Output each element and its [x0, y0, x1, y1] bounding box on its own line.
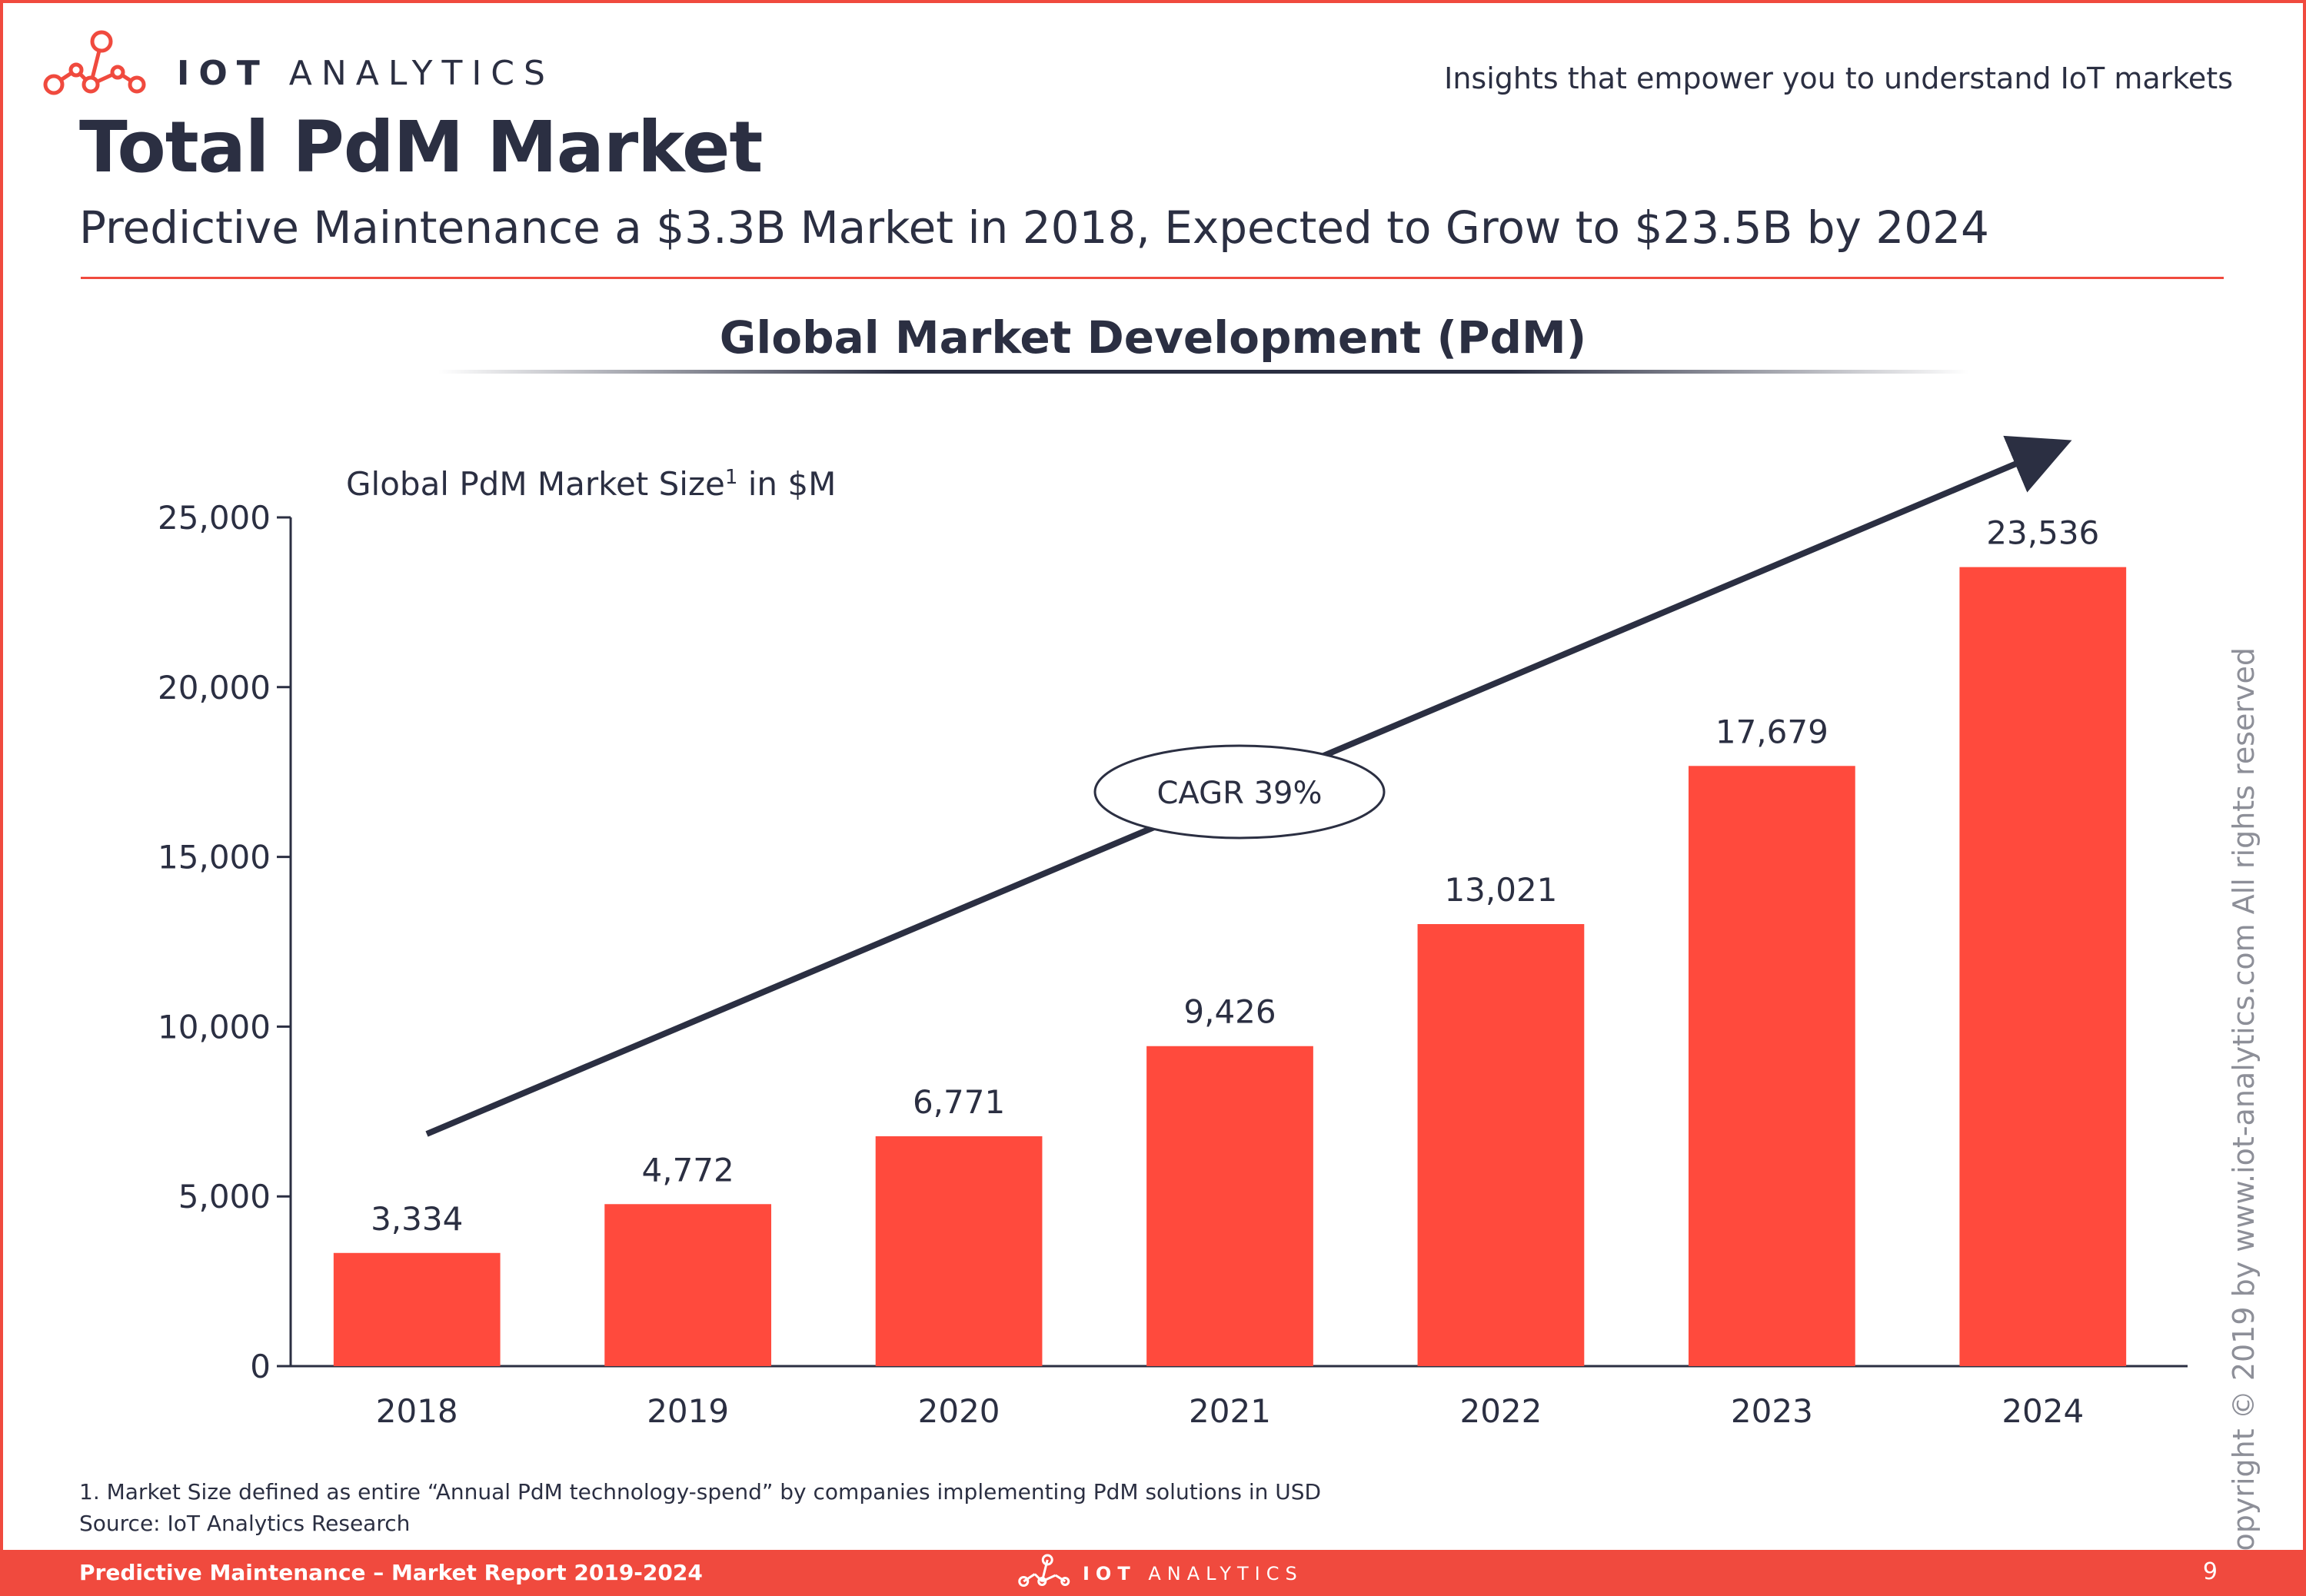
data-label: 6,771 [913, 1083, 1005, 1121]
section-underline [438, 370, 1968, 374]
y-axis-title-footnote-mark: 1 [724, 466, 738, 489]
page-number: 9 [2202, 1558, 2218, 1585]
bar [1959, 567, 2127, 1366]
x-tick-label: 2022 [1459, 1392, 1542, 1430]
y-tick-label: 25,000 [158, 499, 271, 537]
footer-brand: IOT ANALYTICS [1083, 1563, 1303, 1584]
data-label: 4,772 [642, 1151, 734, 1189]
y-tick-label: 5,000 [178, 1178, 271, 1215]
x-tick-label: 2023 [1731, 1392, 1813, 1430]
page-subtitle: Predictive Maintenance a $3.3B Market in… [79, 201, 1989, 254]
bar-chart: 0 5,000 10,000 15,000 20,000 25,000 3,334 2018… [158, 435, 2188, 1430]
y-axis-title: Global PdM Market Size1 in $M [346, 465, 836, 503]
data-label: 17,679 [1715, 713, 1828, 750]
bar [604, 1204, 772, 1366]
y-axis-title-text: Global PdM Market Size [346, 465, 725, 503]
bar [1417, 923, 1585, 1366]
footnote: 1. Market Size defined as entire “Annual… [79, 1479, 1322, 1505]
page-title: Total PdM Market [79, 106, 763, 188]
footer-report-title: Predictive Maintenance – Market Report 2… [79, 1560, 703, 1585]
brand-light: ANALYTICS [288, 54, 554, 93]
copyright-text: Copyright © 2019 by www.iot-analytics.co… [2227, 647, 2261, 1572]
brand-bold: IOT [177, 54, 269, 93]
x-tick-label: 2024 [2002, 1392, 2084, 1430]
data-label: 3,334 [371, 1200, 463, 1238]
cagr-label: CAGR 39% [1157, 776, 1323, 811]
data-label: 13,021 [1444, 871, 1557, 909]
cagr-callout [1093, 744, 1386, 840]
bar [875, 1135, 1043, 1366]
title-divider [81, 277, 2224, 279]
footer-network-nodes-icon [1018, 1554, 1070, 1587]
bar [1688, 766, 1855, 1366]
section-title: Global Market Development (PdM) [719, 311, 1587, 364]
x-tick-label: 2020 [918, 1392, 1000, 1430]
y-axis-title-unit: in $M [737, 465, 837, 503]
x-tick-label: 2018 [376, 1392, 458, 1430]
bar [1146, 1046, 1313, 1366]
bar [333, 1252, 501, 1366]
data-label: 23,536 [1986, 514, 2099, 552]
brand-wordmark: IOT ANALYTICS [177, 54, 554, 93]
data-label: 9,426 [1183, 993, 1276, 1031]
footer-brand-light: ANALYTICS [1148, 1563, 1303, 1584]
footer-bar [0, 1550, 2306, 1596]
y-tick-label: 15,000 [158, 839, 271, 876]
x-tick-label: 2019 [647, 1392, 729, 1430]
source-note: Source: IoT Analytics Research [79, 1511, 411, 1536]
footer-brand-bold: IOT [1083, 1563, 1136, 1584]
tagline: Insights that empower you to understand … [1444, 62, 2233, 95]
y-tick-label: 0 [250, 1348, 271, 1385]
y-tick-label: 20,000 [158, 669, 271, 707]
network-nodes-icon [43, 30, 146, 95]
y-tick-label: 10,000 [158, 1008, 271, 1046]
x-tick-label: 2021 [1189, 1392, 1271, 1430]
